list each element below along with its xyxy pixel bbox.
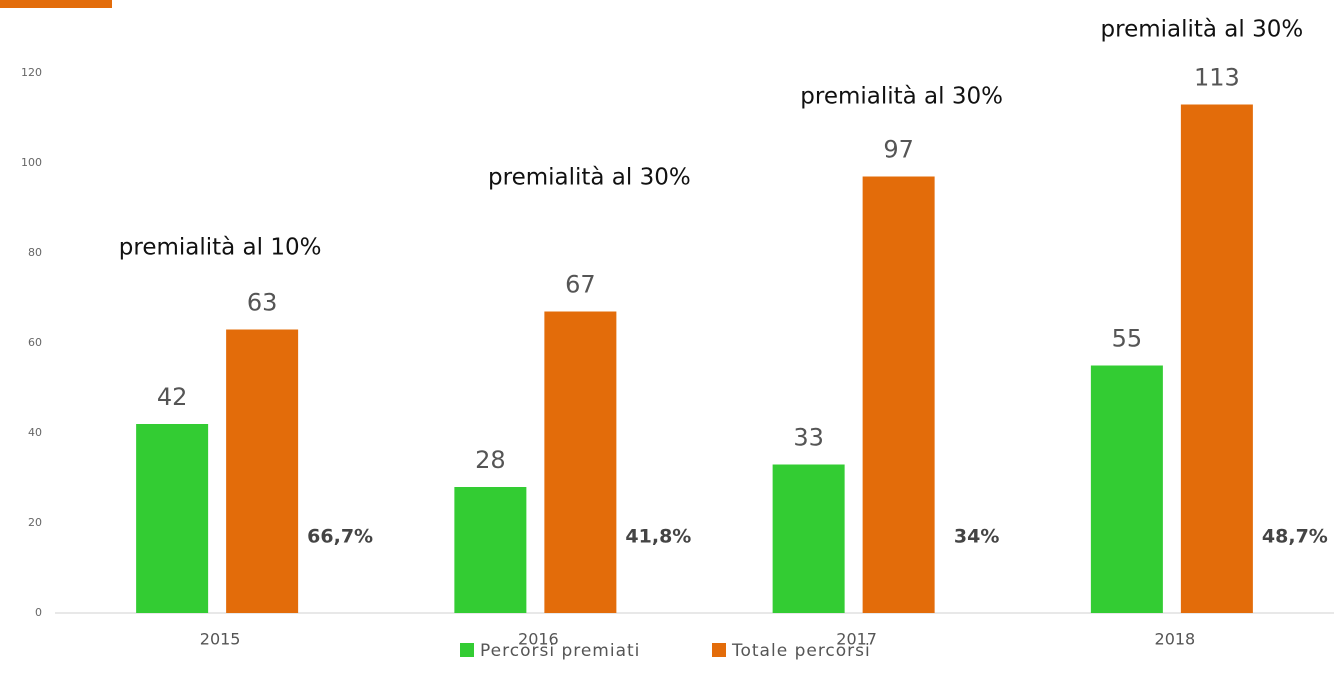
y-tick-label: 60	[28, 336, 42, 349]
bar	[226, 329, 299, 613]
value-label: 55	[1112, 325, 1143, 353]
bar	[1180, 104, 1253, 613]
value-label: 28	[475, 446, 506, 474]
legend-label: Totale percorsi	[731, 641, 871, 661]
value-label: 42	[157, 383, 188, 411]
bar	[544, 311, 617, 613]
legend-label: Percorsi premiati	[480, 641, 640, 661]
x-tick-label: 2016	[518, 630, 559, 649]
annotation: premialità al 30%	[488, 165, 691, 191]
bar	[136, 424, 209, 613]
value-label: 33	[793, 424, 824, 452]
bar	[862, 176, 935, 613]
ratio-label: 41,8%	[625, 526, 691, 548]
value-label: 63	[247, 289, 278, 317]
ratio-label: 48,7%	[1262, 526, 1328, 548]
y-tick-label: 100	[21, 156, 42, 169]
value-label: 67	[565, 271, 596, 299]
y-tick-label: 80	[28, 246, 42, 259]
y-tick-label: 120	[21, 66, 42, 79]
header-accent	[0, 0, 112, 8]
y-tick-label: 20	[28, 516, 42, 529]
bar	[1090, 365, 1163, 613]
annotation: premialità al 30%	[1101, 17, 1304, 43]
x-tick-label: 2015	[200, 630, 241, 649]
ratio-label: 66,7%	[307, 526, 373, 548]
annotation: premialità al 10%	[119, 235, 322, 261]
value-label: 97	[883, 136, 914, 164]
legend-swatch	[460, 643, 474, 657]
annotation: premialità al 30%	[800, 84, 1003, 110]
x-tick-label: 2017	[836, 630, 877, 649]
ratio-label: 34%	[954, 526, 999, 548]
y-tick-label: 0	[35, 606, 42, 619]
legend-swatch	[712, 643, 726, 657]
value-label: 113	[1194, 64, 1240, 92]
x-tick-label: 2018	[1155, 630, 1196, 649]
bar	[772, 464, 845, 613]
y-tick-label: 40	[28, 426, 42, 439]
bar	[454, 487, 527, 613]
